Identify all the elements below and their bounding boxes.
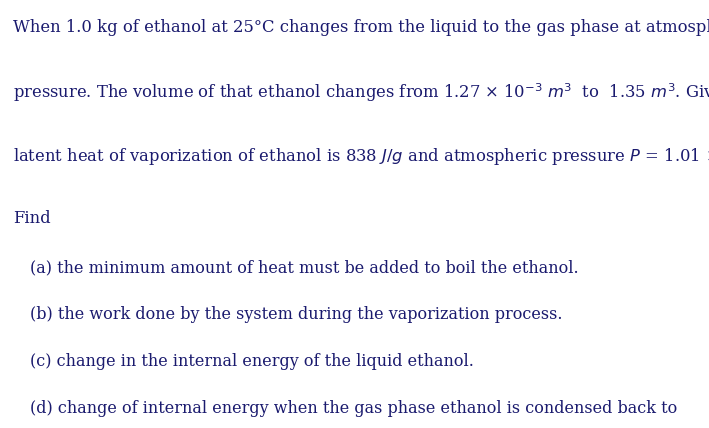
Text: Find: Find <box>13 210 50 227</box>
Text: (a) the minimum amount of heat must be added to boil the ethanol.: (a) the minimum amount of heat must be a… <box>30 259 579 276</box>
Text: (c) change in the internal energy of the liquid ethanol.: (c) change in the internal energy of the… <box>30 353 474 370</box>
Text: When 1.0 kg of ethanol at 25°C changes from the liquid to the gas phase at atmos: When 1.0 kg of ethanol at 25°C changes f… <box>13 19 709 36</box>
Text: (d) change of internal energy when the gas phase ethanol is condensed back to: (d) change of internal energy when the g… <box>30 400 677 417</box>
Text: latent heat of vaporization of ethanol is 838 $J/g$ and atmospheric pressure $P$: latent heat of vaporization of ethanol i… <box>13 146 709 168</box>
Text: pressure. The volume of that ethanol changes from 1.27 × 10$^{-3}$ $m^3$  to  1.: pressure. The volume of that ethanol cha… <box>13 81 709 104</box>
Text: (b) the work done by the system during the vaporization process.: (b) the work done by the system during t… <box>30 306 562 323</box>
